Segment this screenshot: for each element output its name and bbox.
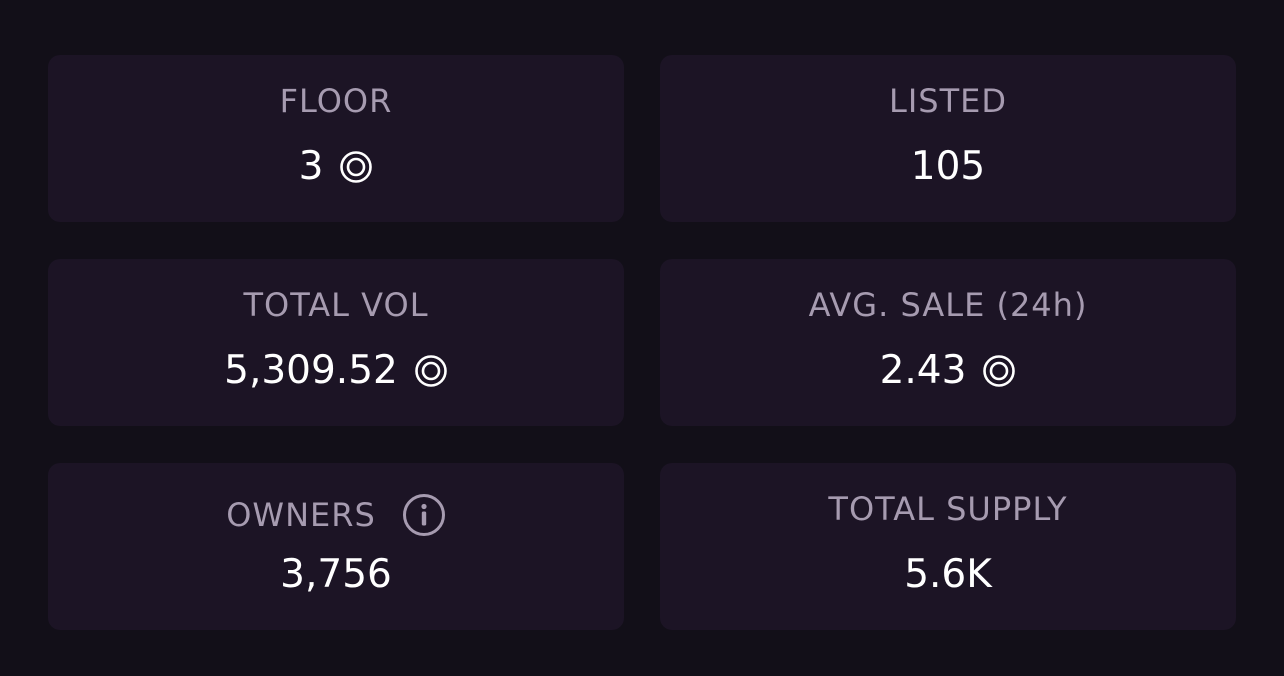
stat-label: TOTAL VOL xyxy=(243,286,429,324)
info-icon[interactable] xyxy=(402,493,446,537)
stat-label-row: TOTAL VOL xyxy=(48,289,624,321)
stat-value-row: 5,309.52 xyxy=(48,351,624,390)
stat-card-listed: LISTED 105 xyxy=(660,55,1236,222)
stat-value-row: 105 xyxy=(660,147,1236,186)
stat-value: 5.6K xyxy=(904,552,992,597)
stat-value-row: 2.43 xyxy=(660,351,1236,390)
stat-label: FLOOR xyxy=(279,82,393,120)
coin-icon xyxy=(982,354,1016,388)
stat-label-row: FLOOR xyxy=(48,85,624,117)
stat-value-row: 5.6K xyxy=(660,555,1236,594)
stat-value: 3,756 xyxy=(280,552,392,597)
coin-icon xyxy=(414,354,448,388)
stat-value: 3 xyxy=(298,144,324,189)
stat-label-row: AVG. SALE (24h) xyxy=(660,289,1236,321)
stat-label: OWNERS xyxy=(226,496,376,534)
stat-card-total-vol: TOTAL VOL 5,309.52 xyxy=(48,259,624,426)
stat-value: 5,309.52 xyxy=(224,348,398,393)
stats-grid: FLOOR 3 LISTED 105 TOTAL VOL 5,309.52 xyxy=(48,55,1236,630)
stat-value: 2.43 xyxy=(879,348,967,393)
stat-card-owners: OWNERS 3,756 xyxy=(48,463,624,630)
coin-icon xyxy=(339,150,373,184)
stat-card-avg-sale: AVG. SALE (24h) 2.43 xyxy=(660,259,1236,426)
stat-card-floor: FLOOR 3 xyxy=(48,55,624,222)
stat-value-row: 3,756 xyxy=(48,555,624,594)
stat-label: AVG. SALE (24h) xyxy=(808,286,1088,324)
stat-card-total-supply: TOTAL SUPPLY 5.6K xyxy=(660,463,1236,630)
stat-label-row: OWNERS xyxy=(48,493,624,537)
stat-value-row: 3 xyxy=(48,147,624,186)
stat-label: TOTAL SUPPLY xyxy=(828,490,1068,528)
stat-label-row: LISTED xyxy=(660,85,1236,117)
stat-value: 105 xyxy=(910,144,986,189)
stat-label-row: TOTAL SUPPLY xyxy=(660,493,1236,525)
stat-label: LISTED xyxy=(889,82,1007,120)
